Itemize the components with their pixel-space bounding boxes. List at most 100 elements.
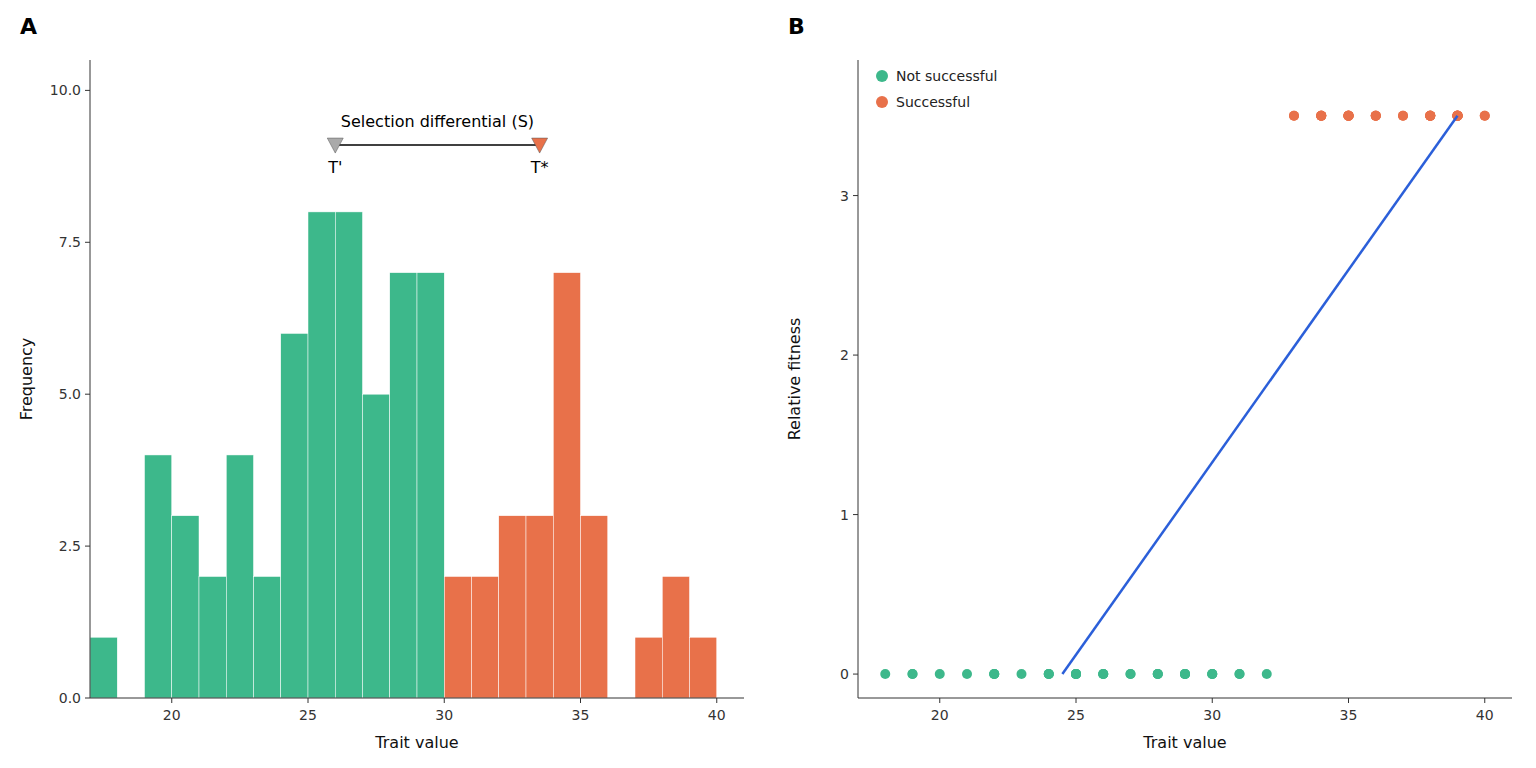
y-axis-line [90, 60, 91, 698]
scatter-point [1098, 669, 1108, 679]
axes: 20253035400123 [840, 60, 1512, 723]
scatter-point [1098, 669, 1108, 679]
histogram-bar [363, 394, 390, 698]
histogram-bar [254, 576, 281, 698]
x-tick-label: 25 [1067, 707, 1085, 723]
scatter-point [1425, 111, 1435, 121]
scatter-point [989, 669, 999, 679]
y-tick-label: 5.0 [59, 386, 81, 402]
scatter-point [1289, 111, 1299, 121]
y-tick [85, 90, 90, 91]
x-tick-label: 35 [1340, 707, 1358, 723]
y-tick-label: 3 [840, 188, 849, 204]
x-tick [444, 698, 445, 703]
scatter-point [1262, 669, 1272, 679]
scatter-point [1344, 111, 1354, 121]
y-tick [853, 195, 858, 196]
scatter-point [1044, 669, 1054, 679]
x-axis-label: Trait value [374, 733, 458, 752]
histogram-bar [90, 637, 117, 698]
histogram-bar [581, 516, 608, 698]
scatter-point [1344, 111, 1354, 121]
histogram-bar [417, 273, 444, 698]
scatter-point [1398, 111, 1408, 121]
scatter-point [1344, 111, 1354, 121]
scatter-point [1207, 669, 1217, 679]
y-tick-label: 10.0 [50, 82, 81, 98]
x-tick [939, 698, 940, 703]
y-axis-label: Relative fitness [785, 318, 804, 441]
scatter-point [1425, 111, 1435, 121]
scatter-point [1371, 111, 1381, 121]
scatter-point [1480, 111, 1490, 121]
histogram-bar [635, 637, 662, 698]
scatter-point [1071, 669, 1081, 679]
legend-swatch [876, 96, 888, 108]
y-tick-label: 1 [840, 507, 849, 523]
x-tick-label: 40 [708, 707, 726, 723]
annotation-group: T'T*Selection differential (S) [327, 112, 548, 177]
scatter-point [1289, 111, 1299, 121]
scatter-point [1371, 111, 1381, 121]
y-axis-label: Frequency [17, 338, 36, 421]
x-tick [580, 698, 581, 703]
scatter-point [935, 669, 945, 679]
scatter-point [1071, 669, 1081, 679]
x-tick-label: 30 [435, 707, 453, 723]
series [90, 212, 444, 698]
y-tick [85, 546, 90, 547]
legend-label: Successful [896, 94, 970, 110]
legend: Not successfulSuccessful [876, 68, 997, 110]
scatter-point [1316, 111, 1326, 121]
scatter-point [1153, 669, 1163, 679]
series [1289, 111, 1490, 121]
scatter-point [908, 669, 918, 679]
y-tick-label: 7.5 [59, 234, 81, 250]
marker-label: T' [327, 158, 342, 177]
scatter-point [962, 669, 972, 679]
axes: 20253035400.02.55.07.510.0 [50, 60, 744, 723]
histogram-bar [199, 576, 226, 698]
y-tick [853, 355, 858, 356]
scatter-point [1126, 669, 1136, 679]
scatter-point [1316, 111, 1326, 121]
scatter-point [1153, 669, 1163, 679]
scatter-point [1180, 669, 1190, 679]
histogram-bar [553, 273, 580, 698]
marker-label: T* [530, 158, 549, 177]
scatter-point [1207, 669, 1217, 679]
y-tick [85, 242, 90, 243]
panel: 20253035400123Trait valueRelative fitnes… [785, 14, 1512, 752]
x-tick [1212, 698, 1213, 703]
y-tick-label: 0.0 [59, 690, 81, 706]
scatter-point [989, 669, 999, 679]
legend-swatch [876, 70, 888, 82]
scatter-point [1371, 111, 1381, 121]
scatter-point [1344, 111, 1354, 121]
scatter-point [1425, 111, 1435, 121]
scatter-point [1071, 669, 1081, 679]
y-tick-label: 0 [840, 666, 849, 682]
x-tick [716, 698, 717, 703]
scatter-point [1207, 669, 1217, 679]
x-axis-line [90, 698, 744, 699]
scatter-point [880, 669, 890, 679]
marker-triangle [327, 138, 343, 153]
plot-area [90, 212, 717, 698]
panel-title: A [20, 14, 37, 39]
scatter-point [1235, 669, 1245, 679]
fit-line [1062, 116, 1457, 674]
x-tick [1348, 698, 1349, 703]
scatter-point [1235, 669, 1245, 679]
x-tick-label: 20 [931, 707, 949, 723]
scatter-point [1425, 111, 1435, 121]
x-tick-label: 40 [1476, 707, 1494, 723]
y-tick-label: 2.5 [59, 538, 81, 554]
y-tick [853, 514, 858, 515]
y-tick [853, 674, 858, 675]
histogram-bar [526, 516, 553, 698]
scatter-point [1480, 111, 1490, 121]
scatter-point [1398, 111, 1408, 121]
scatter-point [1180, 669, 1190, 679]
figure: 20253035400.02.55.07.510.0Trait valueFre… [0, 0, 1536, 768]
